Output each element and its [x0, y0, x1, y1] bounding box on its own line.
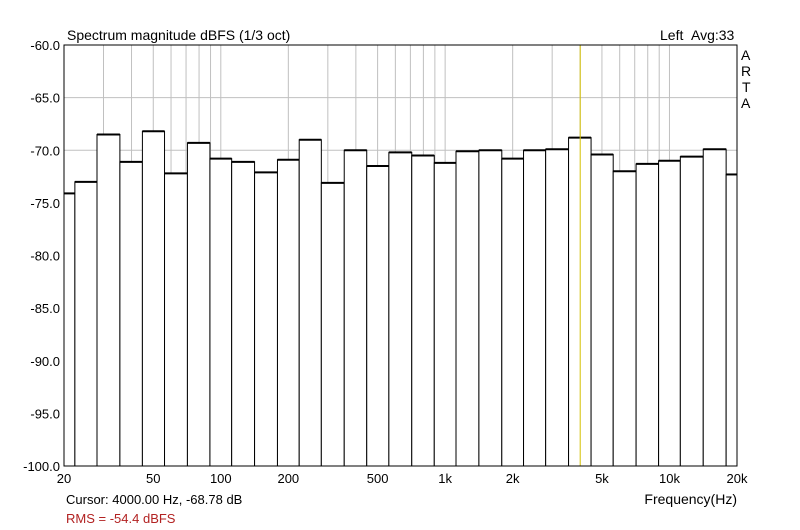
y-tick-label: -70.0: [30, 143, 60, 158]
brand-letter-t: T: [742, 79, 751, 95]
cursor-readout: Cursor: 4000.00 Hz, -68.78 dB: [66, 492, 242, 507]
spectrum-bar: [501, 158, 525, 467]
x-tick-label: 2k: [506, 471, 520, 486]
spectrum-bar: [141, 130, 166, 467]
cursor-value: 4000.00 Hz, -68.78 dB: [112, 492, 243, 507]
brand-letter-a: A: [741, 47, 751, 63]
x-tick-label: 100: [210, 471, 232, 486]
spectrum-bar: [343, 149, 368, 467]
rms-value: -54.4 dBFS: [109, 511, 176, 526]
x-tick-label: 10k: [659, 471, 680, 486]
spectrum-bar: [231, 161, 256, 467]
spectrum-bar: [96, 133, 121, 467]
spectrum-bar: [433, 162, 457, 467]
x-tick-label: 20k: [727, 471, 748, 486]
x-tick-label: 200: [277, 471, 299, 486]
spectrum-bar: [590, 153, 614, 467]
channel-label: Left: [660, 27, 683, 43]
spectrum-bar: [119, 161, 143, 467]
x-axis-label: Frequency(Hz): [644, 491, 737, 507]
chart-title: Spectrum magnitude dBFS (1/3 oct): [67, 27, 290, 43]
spectrum-bar: [411, 155, 435, 467]
bars: [63, 130, 738, 467]
spectrum-bar: [478, 149, 503, 467]
spectrum-bar: [545, 148, 570, 467]
rms-label: RMS =: [66, 511, 107, 526]
spectrum-bar: [388, 151, 413, 467]
y-tick-label: -85.0: [30, 301, 60, 316]
spectrum-bar: [455, 150, 480, 467]
spectrum-bar: [74, 181, 98, 467]
y-tick-label: -90.0: [30, 354, 60, 369]
x-tick-label: 500: [367, 471, 389, 486]
x-tick-label: 50: [146, 471, 160, 486]
x-tick-label: 20: [57, 471, 71, 486]
spectrum-bar: [298, 139, 322, 467]
spectrum-bar: [63, 192, 76, 467]
y-tick-label: -80.0: [30, 249, 60, 264]
plot-frame: [63, 44, 738, 467]
spectrum-bar: [679, 156, 704, 467]
rms-readout: RMS = -54.4 dBFS: [66, 511, 175, 526]
spectrum-bar: [366, 165, 390, 467]
spectrum-bar: [612, 170, 637, 467]
y-tick-label: -95.0: [30, 406, 60, 421]
brand-letter-a2: A: [741, 95, 751, 111]
spectrum-bar: [254, 171, 278, 467]
y-tick-label: -75.0: [30, 196, 60, 211]
spectrum-bar: [702, 148, 727, 467]
average-count: Avg:33: [691, 27, 735, 43]
y-tick-label: -100.0: [23, 459, 60, 474]
spectrum-bar: [164, 172, 188, 467]
x-tick-label: 1k: [438, 471, 452, 486]
spectrum-bar: [276, 159, 300, 467]
x-axis-ticks: 20 50 100 200 500 1k 2k 5k 10k 20k: [57, 471, 748, 486]
y-axis-ticks: -60.0 -65.0 -70.0 -75.0 -80.0 -85.0 -90.0 -95.0…: [23, 38, 60, 474]
brand-letter-r: R: [741, 63, 751, 79]
spectrum-bar: [725, 173, 738, 467]
spectrum-bar: [658, 160, 681, 467]
y-tick-label: -65.0: [30, 91, 60, 106]
spectrum-bar: [209, 158, 233, 467]
spectrum-bar: [320, 182, 345, 467]
spectrum-bar: [186, 142, 211, 467]
x-tick-label: 5k: [595, 471, 609, 486]
spectrum-bar: [523, 149, 547, 467]
y-tick-label: -60.0: [30, 38, 60, 53]
cursor-label: Cursor:: [66, 492, 109, 507]
spectrum-bar: [635, 163, 660, 467]
